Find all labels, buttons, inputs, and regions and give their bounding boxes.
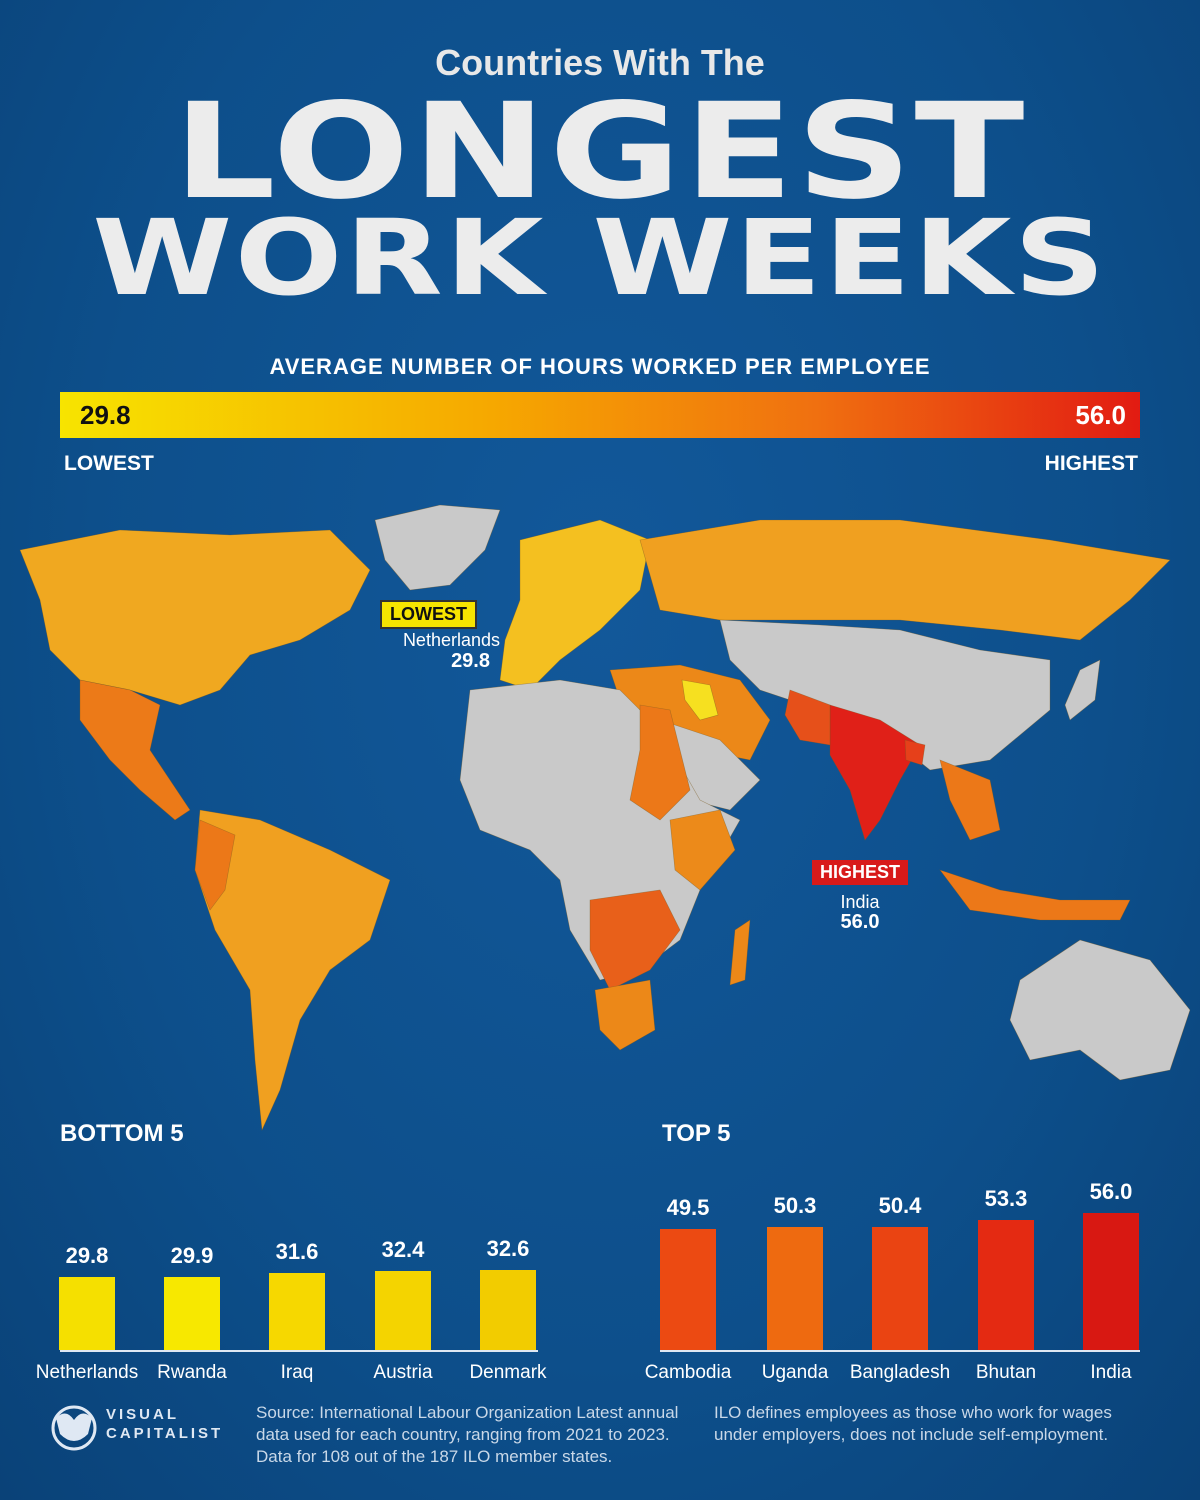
- bar: [872, 1227, 928, 1350]
- legend-subtitle: AVERAGE NUMBER OF HOURS WORKED PER EMPLO…: [269, 354, 931, 379]
- indonesia: [939, 869, 1131, 921]
- bar-value-label: 56.0: [1089, 1179, 1133, 1205]
- bar: [978, 1219, 1034, 1350]
- north-america: [19, 529, 371, 706]
- bar-value-label: 53.3: [984, 1185, 1028, 1211]
- bar-value-label: 49.5: [666, 1195, 710, 1221]
- bar-value-label: 29.8: [65, 1243, 109, 1269]
- india: [829, 704, 921, 841]
- andes-west: [194, 819, 236, 911]
- highest-badge: HIGHEST: [812, 860, 909, 885]
- bar: [767, 1227, 823, 1350]
- bar-category-label: Uganda: [761, 1362, 829, 1383]
- china-central-asia: [719, 619, 1051, 771]
- iraq: [681, 679, 719, 721]
- south-africa: [594, 979, 656, 1051]
- title-line2: WORK WEEKS: [92, 197, 1108, 319]
- highest-country: India: [840, 892, 880, 912]
- bar-category-label: Bangladesh: [849, 1362, 951, 1383]
- southern-africa: [589, 889, 681, 991]
- brand-line1: VISUAL: [106, 1406, 180, 1423]
- russia: [639, 519, 1171, 641]
- south-america: [194, 809, 391, 1132]
- title-pre: Countries With The: [435, 42, 765, 83]
- bar: [269, 1272, 325, 1350]
- top5-title: TOP 5: [662, 1120, 731, 1147]
- scale-highest-label: HIGHEST: [1044, 452, 1138, 475]
- brand: VISUAL CAPITALIST: [106, 1405, 223, 1443]
- bar: [480, 1270, 536, 1350]
- definition-note: ILO defines employees as those who work …: [714, 1403, 1112, 1444]
- bottom5-title: BOTTOM 5: [60, 1120, 184, 1147]
- brand-line2: CAPITALIST: [106, 1425, 224, 1442]
- egypt-sudan: [629, 704, 691, 821]
- bottom5-baseline: [60, 1350, 538, 1352]
- bar-category-label: Denmark: [469, 1362, 547, 1383]
- bar: [59, 1277, 115, 1350]
- bar-value-label: 31.6: [275, 1238, 319, 1264]
- bar: [164, 1277, 220, 1350]
- southeast-asia: [939, 759, 1001, 841]
- east-africa: [669, 809, 736, 891]
- title-line1: LONGEST: [173, 75, 1027, 229]
- bar-value-label: 32.6: [486, 1236, 530, 1262]
- bar-category-label: Netherlands: [35, 1362, 139, 1383]
- japan: [1064, 659, 1101, 721]
- bar: [375, 1270, 431, 1350]
- source-note: Source: International Labour Organizatio…: [256, 1403, 679, 1466]
- scale-max: 56.0: [1075, 400, 1126, 430]
- greenland: [374, 504, 501, 591]
- australia: [1009, 939, 1191, 1081]
- bar-category-label: Bhutan: [975, 1362, 1037, 1383]
- highest-value: 56.0: [840, 911, 880, 933]
- bar-value-label: 50.4: [878, 1193, 922, 1219]
- scale-min: 29.8: [80, 400, 131, 430]
- top5-baseline: [660, 1350, 1140, 1352]
- bar-value-label: 32.4: [381, 1236, 425, 1262]
- lowest-value: 29.8: [451, 650, 490, 672]
- highest-callout: HIGHEST: [812, 860, 909, 885]
- bar-category-label: India: [1090, 1362, 1132, 1383]
- bar-value-label: 29.9: [170, 1243, 214, 1269]
- europe: [499, 519, 651, 691]
- bangladesh: [904, 739, 926, 766]
- madagascar: [729, 919, 751, 986]
- visual-capitalist-logo-icon: [51, 1405, 97, 1451]
- bar-category-label: Cambodia: [644, 1362, 732, 1383]
- lowest-country: Netherlands: [402, 630, 500, 650]
- bar-category-label: Rwanda: [157, 1362, 227, 1383]
- bar-category-label: Austria: [373, 1362, 433, 1383]
- bar: [1083, 1213, 1139, 1350]
- bar-category-label: Iraq: [280, 1362, 314, 1383]
- lowest-badge: LOWEST: [380, 600, 477, 629]
- lowest-callout: LOWEST: [380, 600, 477, 629]
- color-scale-bar: 29.8 56.0: [60, 392, 1140, 438]
- world-map: [19, 504, 1191, 1132]
- pakistan: [784, 689, 831, 746]
- bar: [660, 1229, 716, 1350]
- scale-lowest-label: LOWEST: [64, 452, 154, 475]
- bar-value-label: 50.3: [773, 1193, 817, 1219]
- mexico-central-america: [79, 679, 191, 821]
